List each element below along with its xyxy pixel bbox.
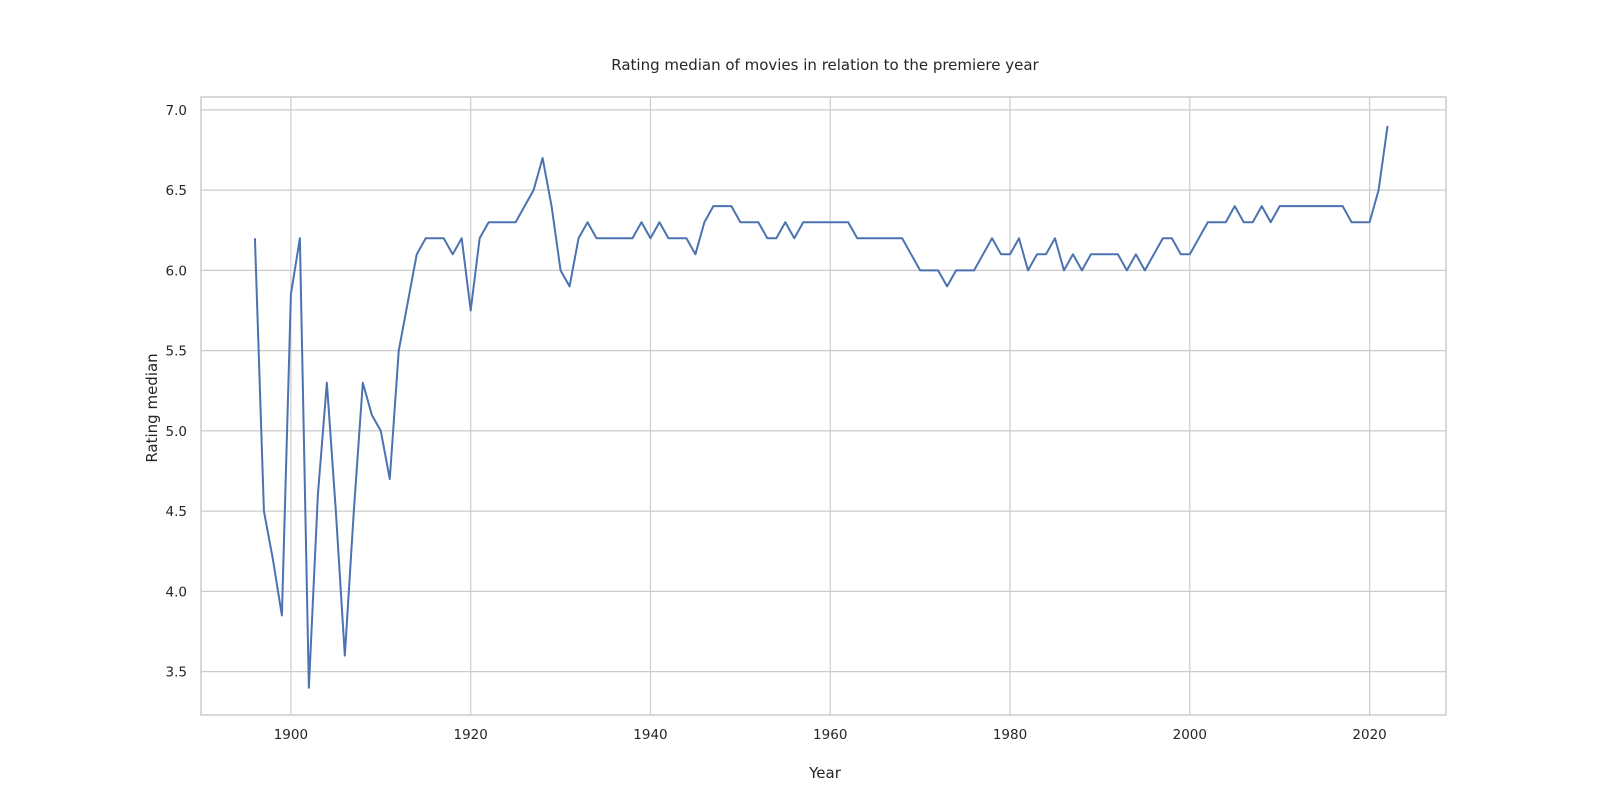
y-tick-label: 3.5 xyxy=(166,665,187,681)
y-gridlines xyxy=(201,109,1446,673)
series-line xyxy=(253,125,1389,689)
x-tick-labels: 1900 1920 1940 1960 1980 2000 2020 xyxy=(274,727,1387,743)
x-tick-label: 2000 xyxy=(1173,727,1207,743)
x-gridlines xyxy=(290,97,1371,715)
y-tick-label: 6.5 xyxy=(166,183,187,199)
x-tick-label: 1940 xyxy=(633,727,667,743)
x-tick-label: 1980 xyxy=(993,727,1027,743)
x-tick-label: 2020 xyxy=(1352,727,1386,743)
y-tick-label: 6.0 xyxy=(166,263,187,279)
x-tick-label: 1900 xyxy=(274,727,308,743)
y-axis-label: Rating median xyxy=(143,353,161,462)
plot-frame xyxy=(200,96,1447,716)
y-tick-label: 4.5 xyxy=(166,504,187,520)
y-tick-label: 7.0 xyxy=(166,103,187,119)
x-axis-label: Year xyxy=(808,764,842,782)
y-tick-labels: 3.5 4.0 4.5 5.0 5.5 6.0 6.5 7.0 xyxy=(166,103,187,681)
y-tick-label: 5.0 xyxy=(166,424,187,440)
series-layer xyxy=(253,125,1389,689)
y-tick-label: 4.0 xyxy=(166,584,187,600)
y-tick-label: 5.5 xyxy=(166,344,187,360)
chart-title: Rating median of movies in relation to t… xyxy=(611,56,1039,74)
x-tick-label: 1960 xyxy=(813,727,847,743)
x-tick-label: 1920 xyxy=(453,727,487,743)
